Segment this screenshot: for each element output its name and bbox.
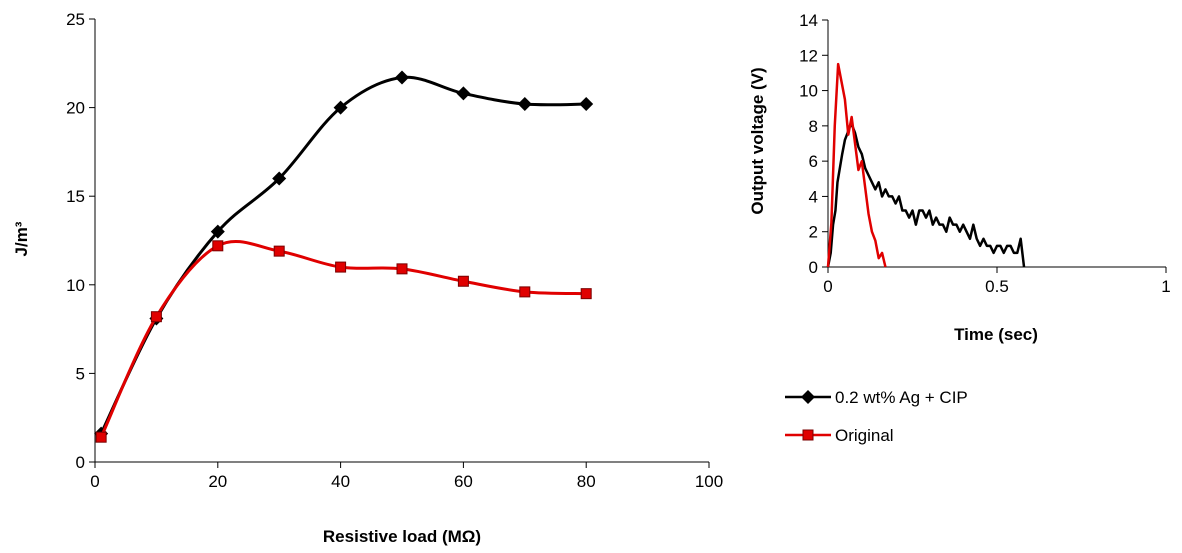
y-tick-label: 14 xyxy=(799,11,818,30)
right-x-axis-title: Time (sec) xyxy=(954,325,1038,344)
x-tick-label: 60 xyxy=(454,472,473,491)
legend-item-ag-cip: 0.2 wt% Ag + CIP xyxy=(785,388,968,407)
y-tick-label: 15 xyxy=(66,187,85,206)
left-plot-area: 0 20 40 60 80 100 0 5 10 15 20 25 xyxy=(66,10,723,491)
series-line-ag-cip xyxy=(826,124,1026,268)
data-point-square xyxy=(335,261,347,273)
x-tick-label: 0 xyxy=(823,277,832,296)
data-point-diamond xyxy=(210,224,225,239)
legend-diamond-marker xyxy=(801,390,815,404)
y-tick-label: 10 xyxy=(66,276,85,295)
data-point-diamond xyxy=(395,70,409,85)
data-point-diamond xyxy=(579,97,594,112)
left-x-axis-title: Resistive load (MΩ) xyxy=(323,527,481,546)
x-tick-label: 0.5 xyxy=(985,277,1009,296)
y-tick-label: 2 xyxy=(809,223,818,242)
y-tick-label: 0 xyxy=(809,258,818,277)
data-point-square xyxy=(95,431,107,443)
x-tick-label: 100 xyxy=(695,472,723,491)
y-tick-label: 8 xyxy=(809,117,818,136)
y-tick-label: 12 xyxy=(799,46,818,65)
data-point-diamond xyxy=(456,86,471,101)
x-tick-label: 80 xyxy=(577,472,596,491)
y-tick-label: 25 xyxy=(66,10,85,29)
series-line-ag-cip xyxy=(99,75,587,435)
resistive-load-chart: 0 20 40 60 80 100 0 5 10 15 20 25 Resistive load (M… xyxy=(12,10,723,546)
data-point-square xyxy=(212,240,224,252)
legend-label-original: Original xyxy=(835,426,894,445)
legend-square-marker xyxy=(802,429,814,441)
x-tick-label: 20 xyxy=(208,472,227,491)
y-tick-label: 10 xyxy=(799,82,818,101)
data-point-diamond xyxy=(517,97,532,112)
x-tick-label: 40 xyxy=(331,472,350,491)
legend-label-ag-cip: 0.2 wt% Ag + CIP xyxy=(835,388,968,407)
data-point-square xyxy=(580,288,592,300)
x-tick-label: 1 xyxy=(1161,277,1170,296)
left-y-axis-title: J/m³ xyxy=(12,221,31,256)
y-tick-label: 6 xyxy=(809,152,818,171)
data-point-diamond xyxy=(333,100,348,115)
legend: 0.2 wt% Ag + CIP Original xyxy=(785,388,968,445)
y-tick-label: 5 xyxy=(76,364,85,383)
x-tick-label: 0 xyxy=(90,472,99,491)
series-line-original xyxy=(826,62,887,268)
y-tick-label: 20 xyxy=(66,99,85,118)
data-point-square xyxy=(273,245,285,257)
data-point-square xyxy=(519,286,531,298)
data-point-diamond xyxy=(272,171,287,186)
data-point-square xyxy=(150,311,162,323)
legend-item-original: Original xyxy=(785,426,894,445)
data-point-square xyxy=(457,275,469,287)
right-y-axis-title: Output voltage (V) xyxy=(748,67,767,214)
y-tick-label: 4 xyxy=(809,187,818,206)
y-tick-label: 0 xyxy=(76,453,85,472)
data-point-square xyxy=(396,263,408,275)
